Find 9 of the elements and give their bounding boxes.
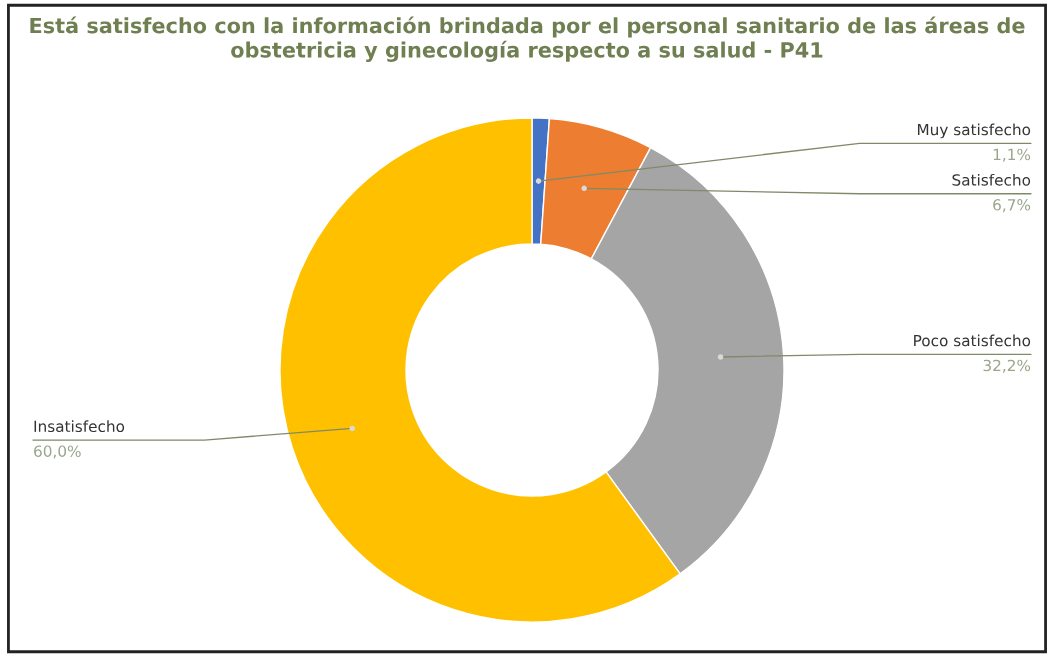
data-label: 1,1% xyxy=(993,148,1031,162)
slice-label: Muy satisfecho xyxy=(917,123,1031,139)
data-label: 6,7% xyxy=(993,199,1031,213)
slice-label: Insatisfecho xyxy=(34,420,125,433)
slice-label: Satisfecho xyxy=(952,173,1031,186)
chart-title: Está satisfecho con la información brindada por el personal sanitario de las áreas de obstetricia y ginecología respecto a su salud - P41 xyxy=(30,16,1025,62)
data-label: 32,2% xyxy=(983,359,1031,373)
data-label: 60,0% xyxy=(34,445,81,459)
slice-label: Poco satisfecho xyxy=(914,334,1031,347)
